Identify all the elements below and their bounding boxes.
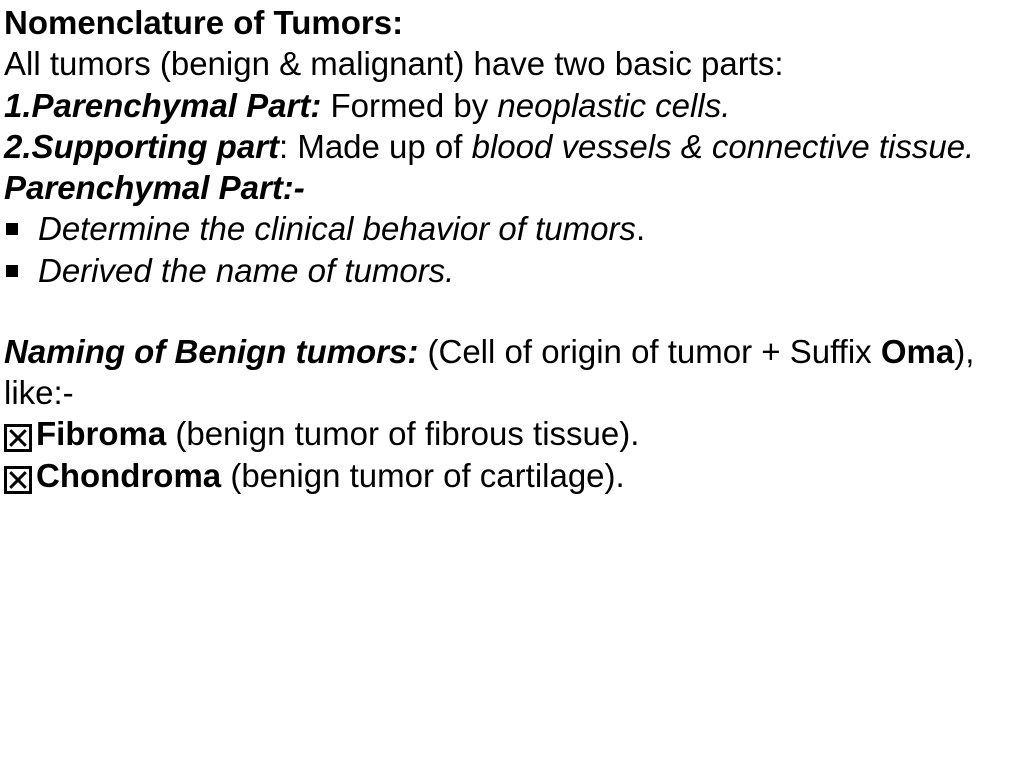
- item2-number: 2.: [4, 126, 32, 167]
- list-item-1: 1. Parenchymal Part: Formed by neoplasti…: [4, 85, 1020, 126]
- bullet-row-1: Determine the clinical behavior of tumor…: [4, 208, 1020, 249]
- naming-body3: like:-: [4, 374, 74, 411]
- subheading-parenchymal: Parenchymal Part:-: [4, 167, 1020, 208]
- xbox-icon: [4, 424, 32, 452]
- naming-body1: (Cell of origin of tumor + Suffix: [418, 333, 881, 370]
- naming-body2: ),: [954, 333, 974, 370]
- intro-text: All tumors (benign & malignant) have two…: [4, 43, 1020, 84]
- bullet1-text: Determine the clinical behavior of tumor…: [38, 210, 636, 247]
- item1-body-plain: Formed by: [321, 87, 497, 124]
- blank-line: [4, 291, 1020, 331]
- ex2-head: Chondroma: [36, 457, 221, 494]
- bullet-icon: [6, 223, 18, 235]
- item1-head: Parenchymal Part:: [32, 87, 322, 124]
- heading-title: Nomenclature of Tumors:: [4, 2, 1020, 43]
- item1-body-italic: neoplastic cells.: [497, 87, 730, 124]
- naming-benign-heading: Naming of Benign tumors: (Cell of origin…: [4, 331, 1020, 414]
- item2-body-plain: : Made up of: [279, 128, 472, 165]
- bullet1-dot: .: [636, 210, 645, 247]
- example-row-1: Fibroma (benign tumor of fibrous tissue)…: [4, 413, 1020, 454]
- naming-head: Naming of Benign tumors:: [4, 333, 418, 370]
- naming-oma: Oma: [881, 333, 954, 370]
- list-item-2: 2. Supporting part: Made up of blood ves…: [4, 126, 1020, 167]
- ex1-body: (benign tumor of fibrous tissue).: [166, 415, 639, 452]
- item1-number: 1.: [4, 85, 32, 126]
- ex1-head: Fibroma: [36, 415, 166, 452]
- bullet-icon: [6, 265, 18, 277]
- example-row-2: Chondroma (benign tumor of cartilage).: [4, 455, 1020, 496]
- bullet2-text: Derived the name of tumors.: [38, 250, 454, 291]
- xbox-icon: [4, 466, 32, 494]
- ex2-body: (benign tumor of cartilage).: [221, 457, 625, 494]
- bullet-row-2: Derived the name of tumors.: [4, 250, 1020, 291]
- item2-body-italic: blood vessels & connective tissue.: [472, 128, 975, 165]
- item2-head: Supporting part: [32, 128, 279, 165]
